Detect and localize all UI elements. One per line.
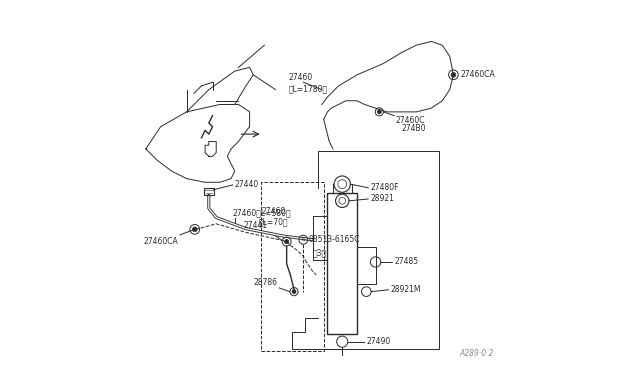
Text: A289·0 2: A289·0 2: [460, 349, 494, 358]
Text: （L=1780）: （L=1780）: [289, 84, 328, 93]
Text: 27460CA: 27460CA: [460, 70, 495, 79]
Text: 28786: 28786: [253, 278, 277, 287]
Text: 27440: 27440: [234, 180, 259, 189]
Circle shape: [193, 227, 197, 232]
Circle shape: [284, 239, 289, 244]
Text: 27441: 27441: [244, 221, 268, 231]
Bar: [357, 247, 376, 284]
Text: 27460: 27460: [289, 73, 313, 82]
Text: 27480F: 27480F: [370, 183, 399, 192]
Circle shape: [451, 73, 456, 77]
Text: 28921: 28921: [370, 195, 394, 203]
Text: 274B0: 274B0: [401, 124, 426, 133]
Bar: [328, 193, 357, 334]
Text: 08513-6165C: 08513-6165C: [309, 235, 360, 244]
Circle shape: [292, 289, 296, 294]
Text: （3）: （3）: [312, 248, 326, 257]
Text: 27460: 27460: [262, 207, 286, 216]
Text: （L=70）: （L=70）: [259, 218, 289, 227]
Text: 27490: 27490: [366, 337, 390, 346]
Text: 27460C: 27460C: [396, 116, 426, 125]
Text: 27460（L=580）: 27460（L=580）: [233, 208, 292, 218]
Text: 27460CA: 27460CA: [143, 237, 178, 246]
Circle shape: [377, 110, 381, 114]
Text: S: S: [301, 237, 305, 242]
Text: 27485: 27485: [394, 257, 419, 266]
Text: 28921M: 28921M: [390, 285, 421, 294]
Bar: [204, 188, 214, 195]
